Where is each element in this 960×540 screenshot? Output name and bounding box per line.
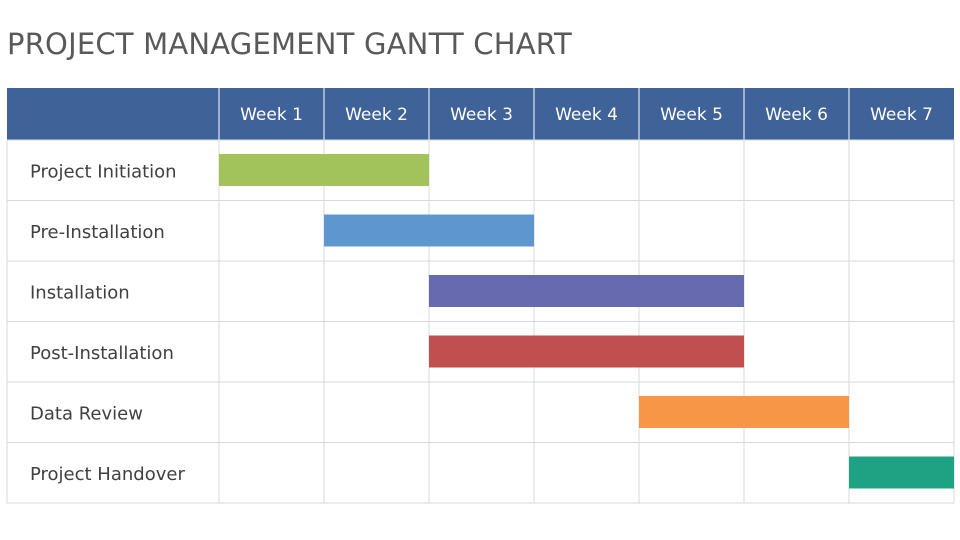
- task-label: Pre-Installation: [30, 222, 165, 243]
- header-row: [7, 88, 954, 140]
- week-header-6: Week 6: [765, 105, 828, 125]
- week-header-2: Week 2: [345, 105, 408, 125]
- task-label: Data Review: [30, 403, 143, 424]
- week-header-7: Week 7: [870, 105, 933, 125]
- week-header-3: Week 3: [450, 105, 513, 125]
- task-bar-project-handover: [849, 456, 954, 489]
- task-label: Post-Installation: [30, 343, 174, 364]
- task-bar-project-initiation: [219, 154, 429, 186]
- task-label: Project Initiation: [30, 161, 177, 182]
- chart-title: PROJECT MANAGEMENT GANTT CHART: [7, 27, 572, 61]
- week-header-5: Week 5: [660, 105, 723, 125]
- task-bar-pre-installation: [324, 214, 534, 247]
- task-bar-post-installation: [429, 335, 744, 368]
- task-label: Project Handover: [30, 464, 185, 485]
- week-header-1: Week 1: [240, 105, 303, 125]
- task-label: Installation: [30, 282, 130, 303]
- task-bar-installation: [429, 275, 744, 307]
- week-header-4: Week 4: [555, 105, 618, 125]
- task-bar-data-review: [639, 396, 849, 428]
